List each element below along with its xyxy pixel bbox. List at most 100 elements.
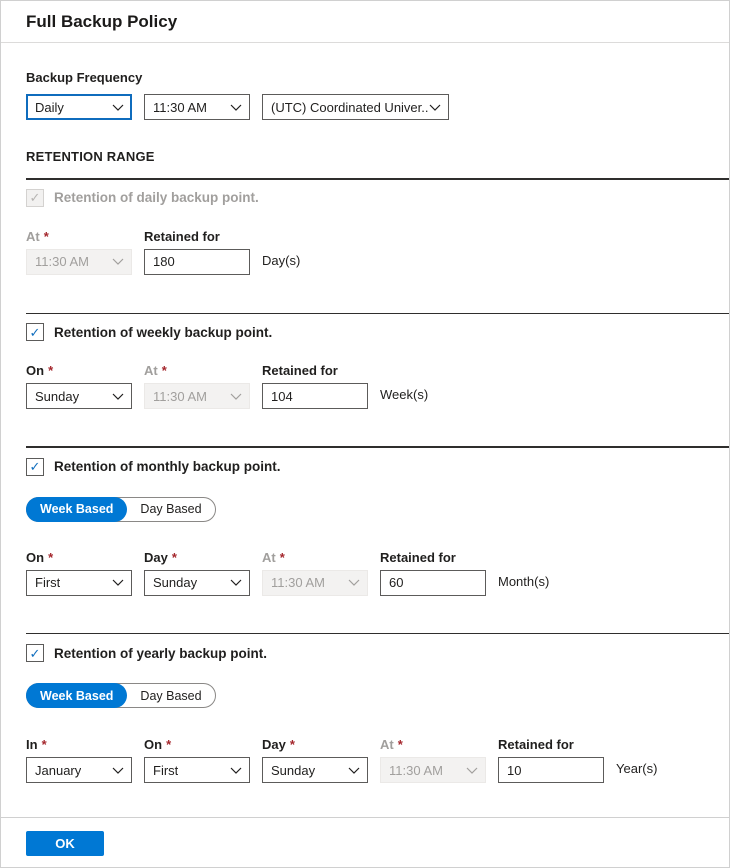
chevron-down-icon [466, 767, 478, 774]
monthly-day-dropdown[interactable]: Sunday [144, 569, 250, 596]
weekly-retained-label: Retained for [262, 363, 338, 378]
monthly-retention-label: Retention of monthly backup point. [54, 459, 281, 474]
yearly-retention-section-header: ✓ Retention of yearly backup point. [26, 644, 729, 662]
monthly-retained-input[interactable] [380, 569, 486, 596]
required-marker: * [397, 737, 403, 752]
yearly-retained-input[interactable] [498, 757, 604, 783]
monthly-at-value: 11:30 AM [271, 575, 325, 590]
weekly-on-dropdown[interactable]: Sunday [26, 383, 132, 409]
monthly-on-label: On * [26, 549, 54, 565]
weekly-retained-field: Retained for [262, 363, 368, 409]
yearly-on-field: On * First [144, 737, 250, 783]
weekly-at-dropdown: 11:30 AM [144, 383, 250, 409]
weekly-retained-input[interactable] [262, 383, 368, 409]
yearly-retention-label: Retention of yearly backup point. [54, 645, 268, 661]
weekly-retention-section-header: ✓ Retention of weekly backup point. [26, 323, 729, 341]
weekly-on-field: On * Sunday [26, 363, 132, 409]
daily-at-label: At * [26, 228, 49, 244]
chevron-down-icon [230, 579, 242, 586]
monthly-at-label: At * [262, 549, 285, 565]
yearly-week-based-option[interactable]: Week Based [26, 683, 128, 708]
monthly-at-dropdown: 11:30 AM [262, 569, 368, 596]
backup-frequency-label: Backup Frequency [26, 70, 143, 85]
weekly-retention-fields: On* Sunday At* 11:30 AM Retained for Wee… [26, 363, 729, 409]
backup-time-dropdown[interactable]: 11:30 AM [144, 94, 250, 120]
daily-retained-field: Retained for [144, 229, 250, 275]
chevron-down-icon [112, 393, 124, 400]
weekly-on-label: On * [26, 363, 54, 378]
timezone-dropdown[interactable]: (UTC) Coordinated Univer... [262, 94, 449, 120]
yearly-on-value: First [153, 762, 179, 778]
page-title: Full Backup Policy [26, 11, 178, 31]
monthly-day-label: Day * [144, 549, 177, 565]
weekly-unit-label: Week(s) [380, 387, 429, 402]
yearly-retained-field: Retained for [498, 737, 604, 783]
monthly-on-value: First [35, 575, 61, 590]
chevron-down-icon [230, 393, 242, 400]
chevron-down-icon [230, 767, 242, 774]
yearly-at-value: 11:30 AM [389, 762, 443, 778]
section-divider [26, 446, 729, 448]
required-marker: * [48, 363, 54, 378]
backup-frequency-value: Daily [35, 99, 64, 115]
monthly-retention-checkbox[interactable]: ✓ [26, 457, 44, 476]
section-divider [26, 312, 729, 314]
monthly-on-dropdown[interactable]: First [26, 569, 132, 596]
yearly-day-dropdown[interactable]: Sunday [262, 757, 368, 783]
weekly-retention-checkbox[interactable]: ✓ [26, 323, 44, 341]
chevron-down-icon [112, 104, 124, 111]
yearly-day-value: Sunday [271, 762, 316, 778]
chevron-down-icon [112, 258, 124, 265]
weekly-at-value: 11:30 AM [153, 388, 207, 404]
chevron-down-icon [348, 579, 360, 586]
monthly-day-based-option[interactable]: Day Based [140, 502, 202, 516]
monthly-on-field: On * First [26, 550, 132, 596]
yearly-day-field: Day * Sunday [262, 737, 368, 783]
monthly-retained-label: Retained for [380, 549, 456, 565]
required-marker: * [43, 228, 49, 244]
yearly-at-dropdown: 11:30 AM [380, 757, 486, 783]
monthly-day-field: Day * Sunday [144, 550, 250, 596]
yearly-in-label: In * [26, 737, 47, 752]
monthly-unit-label: Month(s) [498, 573, 550, 589]
weekly-on-value: Sunday [35, 388, 80, 404]
yearly-at-field: At * 11:30 AM [380, 737, 486, 783]
checkmark-icon: ✓ [29, 645, 41, 661]
daily-retained-label: Retained for [144, 228, 220, 244]
ok-button[interactable]: OK [26, 831, 104, 856]
backup-frequency-row: Daily 11:30 AM (UTC) Coordinated Univer.… [26, 94, 729, 120]
daily-retention-section-header: ✓ Retention of daily backup point. [26, 188, 729, 207]
panel-footer: OK [1, 817, 729, 867]
required-marker: * [279, 549, 285, 565]
backup-frequency-dropdown[interactable]: Daily [26, 94, 132, 120]
weekly-at-field: At * 11:30 AM [144, 363, 250, 409]
required-marker: * [166, 737, 172, 752]
daily-at-field: At * 11:30 AM [26, 229, 132, 275]
yearly-on-label: On * [144, 737, 172, 752]
monthly-retained-field: Retained for [380, 550, 486, 596]
yearly-basis-toggle: Week Based Day Based [26, 683, 216, 708]
yearly-retention-checkbox[interactable]: ✓ [26, 644, 44, 662]
chevron-down-icon [112, 579, 124, 586]
section-divider [26, 632, 729, 634]
panel-header: Full Backup Policy [1, 1, 729, 43]
daily-retention-label: Retention of daily backup point. [54, 190, 259, 205]
monthly-retention-fields: On * First Day * Sunday At * 11:30 AM [26, 550, 729, 596]
yearly-in-field: In * January [26, 737, 132, 783]
daily-at-dropdown: 11:30 AM [26, 248, 132, 275]
daily-unit-label: Day(s) [262, 252, 301, 268]
monthly-at-field: At * 11:30 AM [262, 550, 368, 596]
required-marker: * [289, 737, 295, 752]
monthly-week-based-option[interactable]: Week Based [26, 496, 128, 522]
daily-retention-fields: At* 11:30 AM Retained for Day(s) [26, 229, 729, 275]
yearly-day-based-option[interactable]: Day Based [140, 688, 202, 703]
monthly-basis-toggle: Week Based Day Based [26, 496, 216, 522]
daily-at-value: 11:30 AM [35, 254, 89, 269]
yearly-on-dropdown[interactable]: First [144, 757, 250, 783]
section-divider [26, 178, 729, 180]
required-marker: * [161, 363, 167, 378]
yearly-in-dropdown[interactable]: January [26, 757, 132, 783]
backup-time-value: 11:30 AM [153, 99, 207, 115]
checkmark-icon: ✓ [29, 459, 41, 474]
daily-retained-input[interactable] [144, 248, 250, 275]
